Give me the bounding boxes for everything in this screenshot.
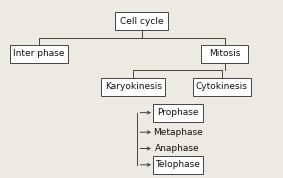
FancyBboxPatch shape (153, 104, 203, 122)
Text: Karyokinesis: Karyokinesis (105, 82, 162, 91)
Text: Inter phase: Inter phase (13, 49, 65, 58)
FancyBboxPatch shape (193, 78, 251, 96)
Text: Anaphase: Anaphase (155, 144, 200, 153)
FancyBboxPatch shape (10, 45, 68, 63)
Text: Mitosis: Mitosis (209, 49, 240, 58)
Text: Telophase: Telophase (155, 160, 200, 169)
FancyBboxPatch shape (153, 156, 203, 174)
FancyBboxPatch shape (101, 78, 165, 96)
Text: Cytokinesis: Cytokinesis (196, 82, 248, 91)
FancyBboxPatch shape (115, 12, 168, 30)
Text: Prophase: Prophase (157, 108, 198, 117)
FancyBboxPatch shape (201, 45, 248, 63)
Text: Cell cycle: Cell cycle (120, 17, 163, 26)
Text: Metaphase: Metaphase (153, 128, 202, 137)
